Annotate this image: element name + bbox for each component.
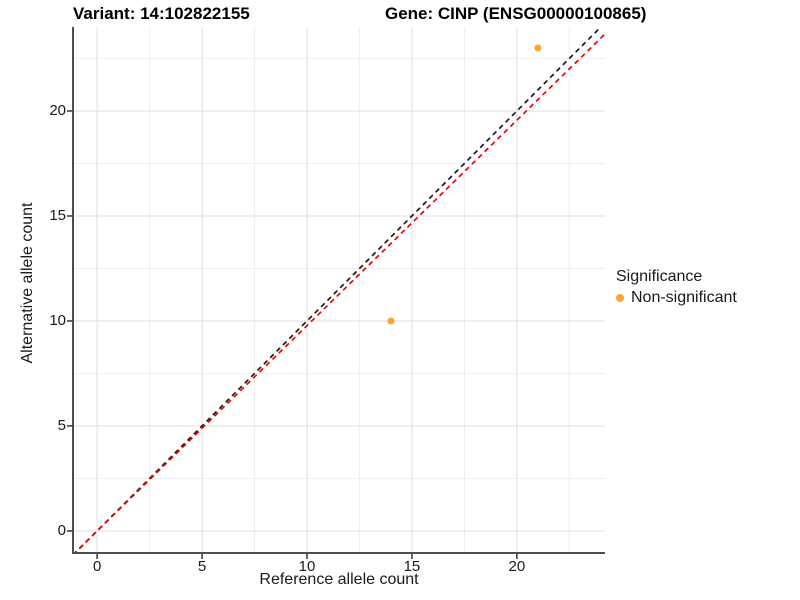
y-tick-label: 20 bbox=[49, 101, 66, 119]
x-tick-label: 5 bbox=[197, 558, 207, 575]
x-axis-title: Reference allele count bbox=[259, 571, 419, 588]
gene-title: Gene: CINP (ENSG00000100865) bbox=[385, 4, 647, 23]
legend-point-icon bbox=[616, 294, 624, 302]
x-tick-label: 10 bbox=[298, 558, 316, 575]
legend-entry: Non-significant bbox=[616, 289, 737, 307]
identity-line bbox=[73, 27, 603, 553]
legend-entry-label: Non-significant bbox=[631, 289, 737, 306]
variant-title: Variant: 14:102822155 bbox=[73, 4, 250, 23]
y-tick-label: 5 bbox=[57, 416, 66, 434]
y-tick-label: 10 bbox=[49, 311, 66, 329]
y-tick-label: 0 bbox=[57, 521, 66, 539]
data-point bbox=[534, 44, 542, 52]
data-point bbox=[387, 317, 395, 325]
allelic-ratio-line bbox=[73, 33, 605, 553]
legend: Significance Non-significant bbox=[616, 268, 737, 307]
panel-content bbox=[73, 27, 605, 553]
x-tick-label: 15 bbox=[403, 558, 421, 575]
legend-title: Significance bbox=[616, 268, 703, 285]
x-tick-label: 0 bbox=[92, 558, 102, 575]
x-tick-label: 20 bbox=[508, 558, 526, 575]
y-tick-label: 15 bbox=[49, 206, 66, 224]
